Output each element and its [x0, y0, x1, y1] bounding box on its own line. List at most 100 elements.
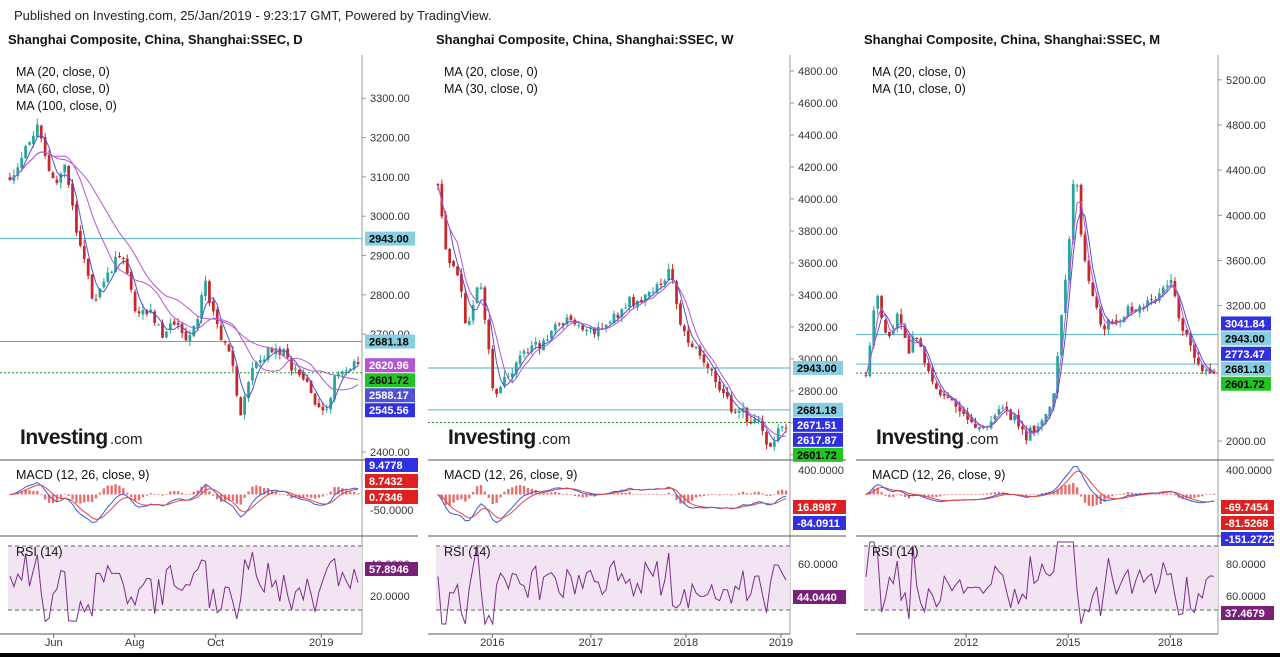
daily-chart-svg[interactable]: 3300.00 3200.00 3100.00 3000.00 2900.00 2800.… [0, 30, 418, 657]
macd-bar [1036, 493, 1040, 495]
candle-body [1126, 306, 1130, 317]
candle-body [110, 271, 114, 273]
macd-histogram [436, 485, 788, 506]
macd-bar [726, 494, 729, 495]
time-tick-label: 2019 [769, 637, 793, 649]
macd-bar [769, 494, 772, 496]
candle-body [1150, 298, 1153, 300]
price-badge [365, 358, 415, 373]
macd-bar [444, 494, 447, 506]
candle-body [1177, 296, 1181, 319]
candle-body [266, 347, 270, 360]
candle-body [1075, 185, 1079, 187]
weekly-chart-panel[interactable]: Shanghai Composite, China, Shanghai:SSEC… [428, 30, 846, 657]
macd-bar [471, 492, 475, 495]
macd-bar [522, 485, 526, 495]
candle-body [616, 314, 620, 318]
candle-body [514, 362, 518, 375]
macd-bar [1205, 494, 1208, 496]
macd-badge-label: 8.7432 [369, 476, 403, 488]
candle-body [895, 313, 899, 329]
macd-bar [341, 488, 344, 495]
rsi-badge [1221, 606, 1274, 620]
macd-bar [102, 488, 105, 495]
candle-body [1185, 329, 1189, 334]
rsi-tick-label: 60.0000 [1226, 591, 1266, 603]
macd-bar [251, 486, 254, 495]
price-badge-label: 2681.18 [369, 337, 409, 349]
macd-bar [356, 493, 360, 495]
price-tick-label: 3200.00 [370, 133, 410, 145]
candle-body [958, 406, 962, 412]
candle-body [718, 381, 721, 391]
candle-body [274, 348, 278, 355]
candle-body [1040, 420, 1044, 427]
candle-body [243, 396, 246, 415]
macd-bar [659, 494, 663, 495]
macd-bar [745, 493, 749, 495]
daily-chart-panel[interactable]: Shanghai Composite, China, Shanghai:SSEC… [0, 30, 418, 657]
weekly-chart-svg[interactable]: 4800.00 4600.00 4400.00 4200.00 4000.00 3800.… [428, 30, 846, 657]
macd-bar [927, 494, 930, 498]
rsi-tick-label: 80.0000 [1226, 559, 1266, 571]
candle-body [211, 301, 215, 312]
macd-bar [8, 494, 12, 496]
candle-body [679, 303, 682, 325]
macd-bar [757, 491, 760, 495]
macd-bar [667, 492, 670, 495]
monthly-chart-svg[interactable]: 5200.00 4800.00 4400.00 4000.00 3600.00 3200.… [856, 30, 1274, 657]
macd-bar [737, 493, 741, 495]
macd-bar [274, 491, 278, 495]
macd-bar [573, 494, 577, 497]
candle-body [561, 323, 565, 325]
price-badge [1221, 361, 1271, 376]
price-tick-label: 3000.00 [370, 211, 410, 223]
macd-bar [43, 494, 47, 500]
price-badge-label: 2943.00 [797, 363, 837, 375]
candle-body [608, 322, 612, 324]
macd-bar [1032, 494, 1036, 496]
macd-bar [683, 494, 686, 504]
macd-bar [75, 494, 78, 504]
macd-bar [636, 494, 639, 495]
ma-legend-label: MA (10, close, 0) [872, 82, 966, 96]
candle-body [761, 420, 764, 431]
macd-badge-label: -81.5268 [1225, 518, 1268, 530]
macd-bar [1208, 494, 1212, 495]
macd-bar [118, 485, 121, 495]
candle-body [993, 415, 997, 420]
macd-bar [714, 494, 717, 496]
rsi-label: RSI (14) [16, 545, 63, 559]
candle-body [133, 291, 137, 312]
price-badge-label: 2617.87 [797, 435, 837, 447]
candle-body [706, 363, 710, 368]
candle-body [950, 397, 954, 401]
macd-bar [270, 490, 274, 495]
macd-bar [448, 494, 451, 506]
candle-body [247, 382, 250, 399]
candle-body [923, 346, 926, 364]
macd-bar [777, 490, 780, 495]
price-tick-label: 3600.00 [798, 258, 838, 270]
candle-body [463, 293, 467, 324]
macd-bar [761, 493, 764, 495]
candle-body [978, 427, 981, 430]
macd-bar [507, 488, 510, 495]
candle-body [628, 296, 631, 308]
candle-body [298, 369, 301, 375]
candle-body [231, 350, 235, 366]
candle-body [600, 328, 604, 330]
macd-bar [640, 494, 643, 496]
price-tick-label: 3300.00 [370, 93, 410, 105]
rsi-label: RSI (14) [872, 545, 919, 559]
macd-bar [706, 494, 709, 496]
macd-bar [313, 494, 317, 499]
macd-bar [1025, 494, 1028, 497]
monthly-chart-panel[interactable]: Shanghai Composite, China, Shanghai:SSEC… [856, 30, 1274, 657]
macd-bar [302, 494, 305, 498]
candle-body [460, 273, 463, 292]
price-badge [365, 388, 415, 403]
macd-bar [675, 494, 678, 501]
candle-body [235, 366, 239, 396]
macd-bar [126, 492, 129, 495]
